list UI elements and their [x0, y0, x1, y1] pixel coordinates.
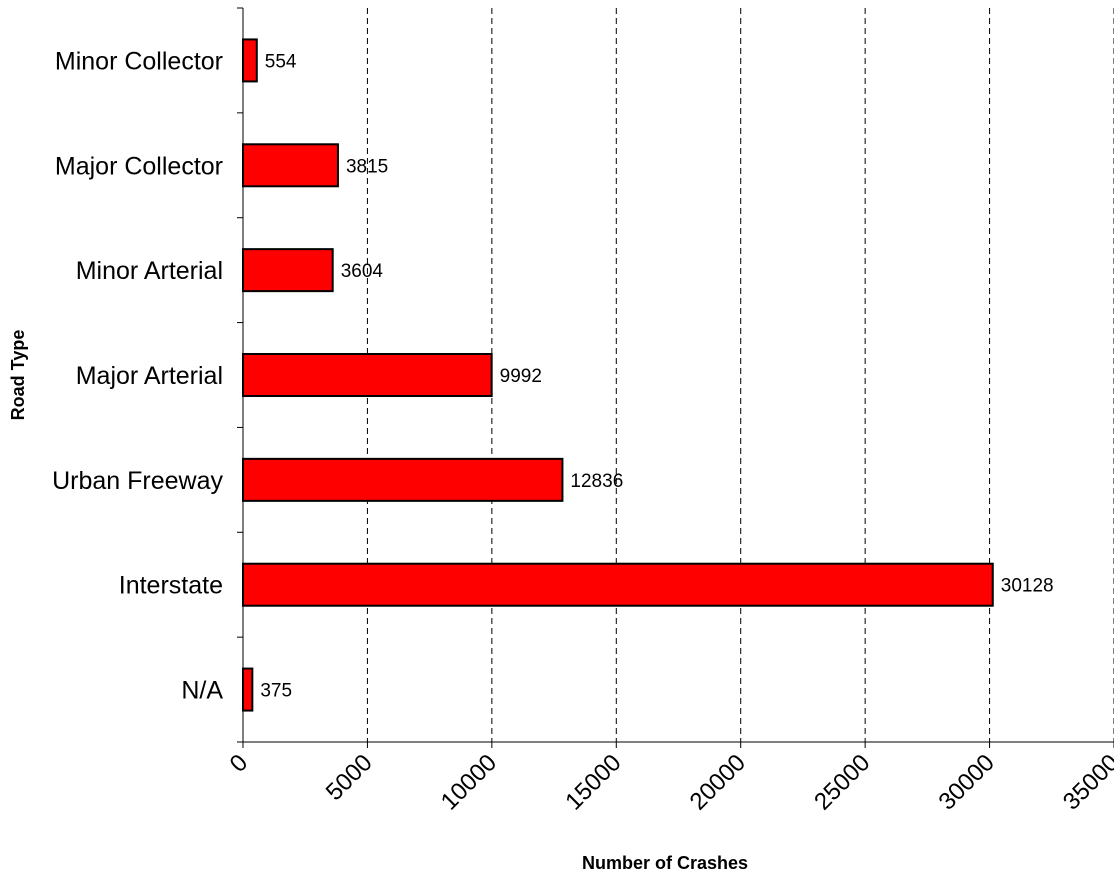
data-label: 30128 — [1001, 576, 1054, 597]
x-tick-label: 25000 — [809, 749, 875, 815]
bar — [242, 457, 564, 502]
category-label: Major Arterial — [76, 362, 223, 390]
x-tick-label: 15000 — [560, 749, 626, 815]
data-labels: 554 3815 3604 9992 12836 30128 375 — [260, 51, 1053, 701]
category-label: Major Collector — [55, 152, 223, 180]
x-tick-label: 35000 — [1058, 749, 1114, 815]
bars — [242, 38, 994, 712]
bar — [242, 143, 339, 188]
bar — [242, 353, 493, 397]
y-axis-ticks — [237, 7, 243, 743]
x-axis-title: Number of Crashes — [582, 853, 748, 873]
x-tick-label: 0 — [225, 749, 254, 778]
category-label: N/A — [181, 677, 223, 705]
bar — [242, 667, 254, 712]
category-label: Interstate — [119, 572, 223, 600]
x-tick-labels: 0 5000 10000 15000 20000 25000 30000 35000 — [225, 749, 1114, 815]
grid-lines — [242, 8, 1114, 748]
x-tick-label: 20000 — [685, 749, 751, 815]
category-label: Minor Arterial — [76, 257, 223, 285]
category-label: Urban Freeway — [52, 467, 223, 495]
data-label: 554 — [265, 51, 297, 72]
category-label: Minor Collector — [55, 47, 223, 75]
data-label: 12836 — [570, 471, 623, 492]
bar — [242, 562, 994, 607]
category-labels: Minor Collector Major Collector Minor Arte… — [52, 47, 223, 704]
x-tick-label: 5000 — [321, 749, 378, 806]
axes — [242, 8, 1114, 743]
data-label: 9992 — [500, 366, 542, 387]
bar — [242, 248, 334, 293]
data-label: 375 — [260, 681, 292, 702]
bar — [242, 38, 258, 83]
x-tick-label: 10000 — [436, 749, 502, 815]
data-label: 3604 — [341, 261, 384, 282]
data-label: 3815 — [346, 156, 388, 177]
x-tick-label: 30000 — [934, 749, 1000, 815]
y-axis-title: Road Type — [8, 330, 28, 421]
